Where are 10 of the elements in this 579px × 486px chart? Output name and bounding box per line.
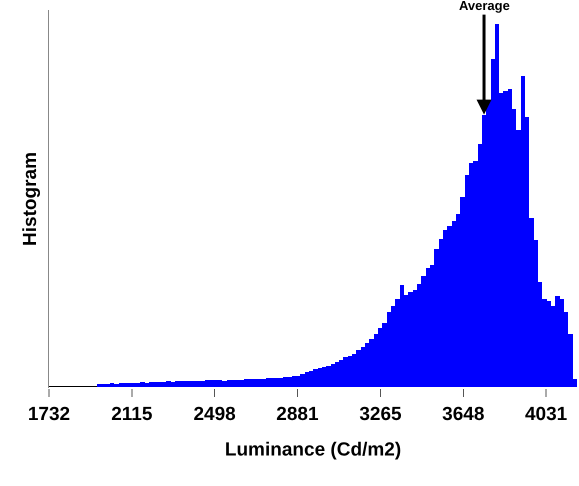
x-axis-title: Luminance (Cd/m2): [224, 440, 402, 461]
x-tick-label: 2881: [276, 404, 319, 425]
y-axis-title: Histogram: [20, 152, 41, 246]
x-tick-label: 4031: [524, 404, 568, 425]
x-tick-label: 2498: [193, 404, 236, 425]
annotation: Average: [459, 0, 510, 13]
x-tick-label: 1732: [28, 404, 70, 425]
x-tick-label: 3265: [359, 404, 402, 425]
x-tick-label: 2115: [111, 404, 153, 425]
x-tick-label: 3648: [442, 404, 484, 425]
